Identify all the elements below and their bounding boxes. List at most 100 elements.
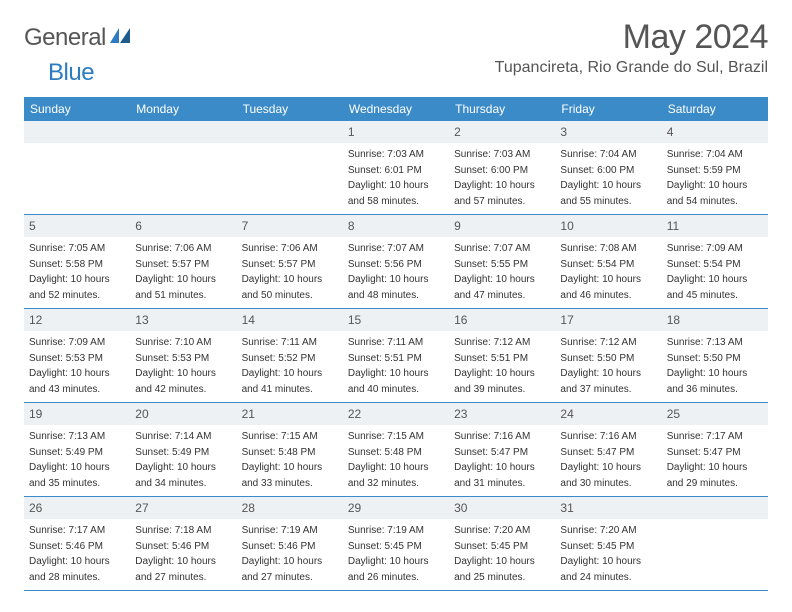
day-number: 6 <box>135 219 142 233</box>
day-number: 9 <box>454 219 461 233</box>
calendar-cell: Sunrise: 7:20 AMSunset: 5:45 PMDaylight:… <box>449 519 555 590</box>
sunset-text: Sunset: 5:51 PM <box>454 350 550 366</box>
day-number: 29 <box>348 501 361 515</box>
calendar-cell: Sunrise: 7:09 AMSunset: 5:54 PMDaylight:… <box>662 237 768 308</box>
sunset-text: Sunset: 5:47 PM <box>454 444 550 460</box>
daylight-text: Daylight: 10 hours <box>667 177 763 193</box>
day-number: 10 <box>560 219 573 233</box>
daylight-text: Daylight: 10 hours <box>348 459 444 475</box>
daynum-cell: 13 <box>130 309 236 331</box>
sunrise-text: Sunrise: 7:06 AM <box>135 240 231 256</box>
day-number: 5 <box>29 219 36 233</box>
daynum-cell: 10 <box>555 215 661 237</box>
sunrise-text: Sunrise: 7:11 AM <box>348 334 444 350</box>
day-number: 3 <box>560 125 567 139</box>
daynum-cell: 24 <box>555 403 661 425</box>
logo-text-general: General <box>24 24 106 52</box>
daylight-text: and 57 minutes. <box>454 193 550 209</box>
logo-text-blue: Blue <box>48 59 94 87</box>
sunrise-text: Sunrise: 7:13 AM <box>29 428 125 444</box>
day-number: 8 <box>348 219 355 233</box>
logo-flag-icon <box>110 28 132 49</box>
daylight-text: Daylight: 10 hours <box>667 365 763 381</box>
day-number: 17 <box>560 313 573 327</box>
sunrise-text: Sunrise: 7:13 AM <box>667 334 763 350</box>
sunrise-text: Sunrise: 7:11 AM <box>242 334 338 350</box>
sunrise-text: Sunrise: 7:17 AM <box>29 522 125 538</box>
day-number: 25 <box>667 407 680 421</box>
daynum-cell: 29 <box>343 497 449 519</box>
sunset-text: Sunset: 5:47 PM <box>560 444 656 460</box>
calendar-cell: Sunrise: 7:16 AMSunset: 5:47 PMDaylight:… <box>449 425 555 496</box>
daylight-text: and 30 minutes. <box>560 475 656 491</box>
sunset-text: Sunset: 5:49 PM <box>29 444 125 460</box>
month-title: May 2024 <box>495 18 768 57</box>
daynum-cell: 2 <box>449 121 555 143</box>
sunrise-text: Sunrise: 7:17 AM <box>667 428 763 444</box>
sunset-text: Sunset: 5:54 PM <box>560 256 656 272</box>
daylight-text: Daylight: 10 hours <box>454 553 550 569</box>
daylight-text: and 37 minutes. <box>560 381 656 397</box>
daylight-text: Daylight: 10 hours <box>348 553 444 569</box>
sunset-text: Sunset: 5:59 PM <box>667 162 763 178</box>
daynum-cell: 4 <box>662 121 768 143</box>
day-number: 14 <box>242 313 255 327</box>
sunrise-text: Sunrise: 7:14 AM <box>135 428 231 444</box>
day-header: Friday <box>555 97 661 121</box>
calendar-cell: Sunrise: 7:13 AMSunset: 5:50 PMDaylight:… <box>662 331 768 402</box>
daylight-text: Daylight: 10 hours <box>29 271 125 287</box>
daylight-text: Daylight: 10 hours <box>667 459 763 475</box>
day-number: 7 <box>242 219 249 233</box>
day-number: 1 <box>348 125 355 139</box>
day-number: 26 <box>29 501 42 515</box>
daylight-text: and 41 minutes. <box>242 381 338 397</box>
day-number: 21 <box>242 407 255 421</box>
sunset-text: Sunset: 5:47 PM <box>667 444 763 460</box>
calendar-cell: Sunrise: 7:07 AMSunset: 5:55 PMDaylight:… <box>449 237 555 308</box>
sunset-text: Sunset: 5:46 PM <box>29 538 125 554</box>
daylight-text: and 48 minutes. <box>348 287 444 303</box>
sunset-text: Sunset: 5:53 PM <box>135 350 231 366</box>
calendar-cell <box>237 143 343 214</box>
calendar-cell: Sunrise: 7:12 AMSunset: 5:50 PMDaylight:… <box>555 331 661 402</box>
sunset-text: Sunset: 5:51 PM <box>348 350 444 366</box>
daylight-text: Daylight: 10 hours <box>135 459 231 475</box>
daylight-text: and 39 minutes. <box>454 381 550 397</box>
sunrise-text: Sunrise: 7:04 AM <box>560 146 656 162</box>
daylight-text: and 55 minutes. <box>560 193 656 209</box>
daylight-text: and 36 minutes. <box>667 381 763 397</box>
sunset-text: Sunset: 5:57 PM <box>135 256 231 272</box>
logo: General <box>24 18 134 52</box>
daylight-text: Daylight: 10 hours <box>135 365 231 381</box>
daylight-text: and 51 minutes. <box>135 287 231 303</box>
sunrise-text: Sunrise: 7:20 AM <box>454 522 550 538</box>
day-number: 11 <box>667 219 679 233</box>
sunset-text: Sunset: 5:45 PM <box>348 538 444 554</box>
calendar-cell: Sunrise: 7:06 AMSunset: 5:57 PMDaylight:… <box>237 237 343 308</box>
daylight-text: Daylight: 10 hours <box>242 271 338 287</box>
sunrise-text: Sunrise: 7:03 AM <box>454 146 550 162</box>
sunrise-text: Sunrise: 7:05 AM <box>29 240 125 256</box>
sunrise-text: Sunrise: 7:06 AM <box>242 240 338 256</box>
sunrise-text: Sunrise: 7:16 AM <box>560 428 656 444</box>
daynum-cell: 18 <box>662 309 768 331</box>
sunrise-text: Sunrise: 7:16 AM <box>454 428 550 444</box>
daylight-text: Daylight: 10 hours <box>29 553 125 569</box>
daylight-text: and 52 minutes. <box>29 287 125 303</box>
day-number: 27 <box>135 501 148 515</box>
sunrise-text: Sunrise: 7:20 AM <box>560 522 656 538</box>
daylight-text: and 35 minutes. <box>29 475 125 491</box>
day-header: Sunday <box>24 97 130 121</box>
daylight-text: and 32 minutes. <box>348 475 444 491</box>
daynum-cell: 19 <box>24 403 130 425</box>
sunset-text: Sunset: 6:01 PM <box>348 162 444 178</box>
daylight-text: and 47 minutes. <box>454 287 550 303</box>
daylight-text: and 45 minutes. <box>667 287 763 303</box>
daylight-text: and 50 minutes. <box>242 287 338 303</box>
calendar-cell: Sunrise: 7:04 AMSunset: 5:59 PMDaylight:… <box>662 143 768 214</box>
sunrise-text: Sunrise: 7:18 AM <box>135 522 231 538</box>
daynum-cell: 28 <box>237 497 343 519</box>
calendar-cell: Sunrise: 7:11 AMSunset: 5:52 PMDaylight:… <box>237 331 343 402</box>
day-number: 12 <box>29 313 42 327</box>
sunset-text: Sunset: 5:45 PM <box>560 538 656 554</box>
